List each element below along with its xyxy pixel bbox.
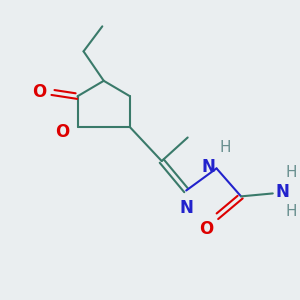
Text: H: H — [219, 140, 231, 155]
Text: O: O — [55, 123, 69, 141]
Text: N: N — [201, 158, 215, 176]
Text: H: H — [286, 204, 297, 219]
Text: N: N — [276, 183, 289, 201]
Text: N: N — [179, 199, 193, 217]
Text: O: O — [32, 83, 46, 101]
Text: H: H — [286, 165, 297, 180]
Text: O: O — [199, 220, 213, 238]
